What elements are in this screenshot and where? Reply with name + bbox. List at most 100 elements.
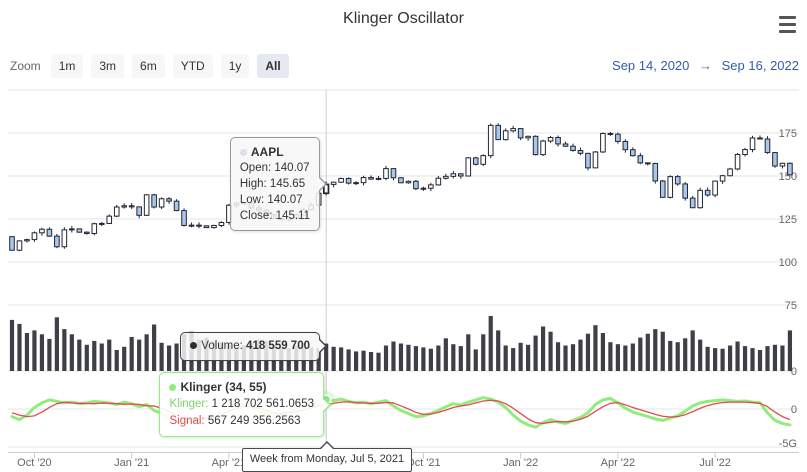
volume-bar bbox=[144, 334, 149, 371]
candle-body bbox=[84, 231, 90, 234]
klinger-tooltip-header: Klinger (34, 55) bbox=[169, 379, 314, 396]
candle-body bbox=[667, 176, 674, 198]
volume-bar bbox=[668, 340, 673, 371]
range-from-input[interactable]: Sep 14, 2020 bbox=[612, 58, 690, 73]
zoom-button-6m[interactable]: 6m bbox=[132, 54, 165, 78]
volume-bar bbox=[346, 349, 351, 371]
volume-bar bbox=[383, 345, 389, 371]
zoom-toolbar: Zoom 1m 3m 6m YTD 1y All bbox=[10, 54, 289, 78]
x-axis-label: Jan '22 bbox=[503, 457, 538, 469]
candle-body bbox=[592, 151, 599, 169]
candle-body bbox=[375, 177, 382, 180]
volume-bar bbox=[122, 346, 127, 371]
candle-body bbox=[61, 229, 68, 248]
candle-body bbox=[645, 162, 651, 165]
volume-bar bbox=[585, 333, 591, 371]
zoom-button-ytd[interactable]: YTD bbox=[172, 54, 213, 78]
volume-bar bbox=[324, 343, 329, 371]
volume-bar bbox=[593, 325, 598, 371]
candle-body bbox=[585, 152, 591, 169]
candle-body bbox=[413, 180, 419, 190]
candle-body bbox=[121, 205, 128, 208]
volume-bar bbox=[608, 342, 613, 371]
volume-bar bbox=[615, 344, 620, 371]
volume-bar bbox=[623, 345, 628, 371]
volume-bar bbox=[548, 331, 553, 371]
candle-body bbox=[458, 173, 464, 177]
candle-body bbox=[196, 224, 202, 227]
volume-bar bbox=[361, 350, 366, 371]
volume-bar bbox=[32, 330, 37, 371]
candle-body bbox=[779, 162, 786, 167]
candle-body bbox=[622, 140, 629, 151]
volume-bar bbox=[705, 346, 710, 371]
candle-body bbox=[39, 228, 45, 234]
volume-bar bbox=[555, 342, 561, 371]
candle-body bbox=[547, 136, 554, 142]
zoom-button-1m[interactable]: 1m bbox=[50, 54, 84, 78]
candle-body bbox=[16, 240, 23, 251]
candle-body bbox=[353, 182, 359, 185]
candle-body bbox=[465, 157, 472, 177]
zoom-button-all[interactable]: All bbox=[257, 54, 289, 78]
candle-body bbox=[637, 155, 644, 164]
price-tooltip-header: AAPL bbox=[239, 144, 310, 160]
candle-body bbox=[158, 198, 165, 208]
candle-body bbox=[443, 175, 449, 179]
candle-body bbox=[734, 153, 741, 170]
candle-body bbox=[151, 194, 157, 208]
x-axis-label: Apr '21 bbox=[212, 457, 247, 469]
volume-bar bbox=[533, 335, 538, 371]
volume-bar bbox=[638, 337, 643, 371]
volume-bar bbox=[331, 346, 336, 371]
candle-body bbox=[480, 155, 487, 165]
candle-body bbox=[173, 200, 180, 212]
volume-bar bbox=[772, 344, 778, 371]
volume-bar bbox=[166, 345, 172, 371]
candle-body bbox=[383, 168, 389, 179]
date-range: Sep 14, 2020 → Sep 16, 2022 bbox=[612, 58, 799, 73]
zoom-label: Zoom bbox=[10, 59, 41, 73]
candle-body bbox=[181, 210, 187, 226]
candle-body bbox=[106, 215, 113, 224]
context-menu-button[interactable] bbox=[779, 16, 799, 33]
candle-body bbox=[772, 152, 778, 167]
candle-body bbox=[128, 205, 135, 208]
volume-marker-icon bbox=[190, 342, 198, 350]
candle-body bbox=[360, 177, 367, 184]
volume-bar bbox=[742, 346, 748, 371]
y-axis-label: 75 bbox=[785, 300, 797, 312]
volume-bar bbox=[92, 340, 97, 371]
klinger-line bbox=[10, 396, 792, 429]
candle-body bbox=[143, 194, 150, 216]
x-axis-label: Apr '22 bbox=[601, 457, 636, 469]
volume-bar bbox=[129, 337, 134, 371]
volume-bar bbox=[727, 345, 733, 371]
klinger-tooltip: Klinger (34, 55) Klinger: 1 218 702 561.… bbox=[159, 372, 331, 437]
volume-bar bbox=[316, 348, 321, 371]
candle-body bbox=[742, 149, 748, 155]
volume-bar bbox=[137, 339, 142, 371]
candle-body bbox=[517, 128, 524, 139]
candle-body bbox=[435, 177, 442, 186]
volume-bar bbox=[653, 329, 658, 371]
candle-body bbox=[211, 225, 217, 229]
range-to-input[interactable]: Sep 16, 2022 bbox=[721, 58, 799, 73]
candle-body bbox=[562, 143, 569, 147]
klinger-marker-icon bbox=[169, 384, 177, 392]
price-tooltip: AAPL Open: 140.07 High: 145.65 Low: 140.… bbox=[229, 137, 327, 231]
y-axis-label: 0 bbox=[791, 366, 797, 378]
volume-bar bbox=[563, 345, 568, 371]
x-axis-label: Oct '20 bbox=[17, 457, 52, 469]
volume-bar bbox=[174, 343, 179, 371]
volume-bar bbox=[114, 350, 119, 371]
y-axis-label: 100 bbox=[779, 257, 797, 269]
tooltip-low-row: Low: 140.07 bbox=[239, 194, 303, 206]
zoom-button-1y[interactable]: 1y bbox=[220, 54, 250, 78]
volume-bar bbox=[526, 344, 531, 371]
candle-body bbox=[607, 132, 614, 135]
volume-bar bbox=[660, 331, 665, 371]
candle-body bbox=[674, 176, 681, 185]
zoom-button-3m[interactable]: 3m bbox=[91, 54, 125, 78]
